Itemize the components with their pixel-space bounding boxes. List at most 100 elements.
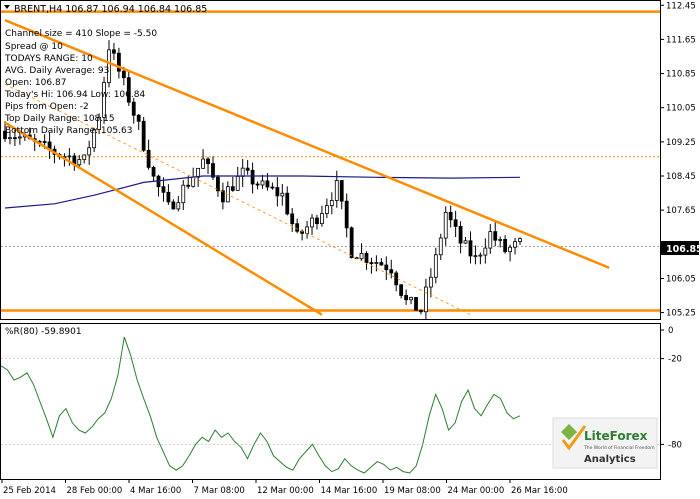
candle-body <box>107 49 111 83</box>
candle-body <box>196 167 201 178</box>
candle-body <box>17 136 22 139</box>
candle-body <box>349 227 354 259</box>
info-line: Top Daily Range: 108.15 <box>4 114 115 124</box>
candle-body <box>191 176 196 187</box>
candle-body <box>216 176 220 192</box>
candle-body <box>8 137 12 140</box>
candle-body <box>369 262 374 264</box>
price-tick-label: 111.65 <box>666 35 696 45</box>
candle-body <box>285 192 290 215</box>
candle-body <box>399 284 404 296</box>
candle-body <box>424 286 428 313</box>
price-tick-label: 108.45 <box>666 172 696 182</box>
logo-mark-icon <box>561 424 577 440</box>
price-tick-label: 112.45 <box>666 1 696 11</box>
candle-body <box>186 184 191 187</box>
candle-body <box>112 49 116 54</box>
price-tick-label: 106.05 <box>666 274 696 284</box>
price-panel-frame <box>0 0 661 320</box>
logo-sub: Analytics <box>584 454 636 465</box>
logo-brand: LiteForex <box>584 429 648 443</box>
logo-check-icon <box>561 425 587 451</box>
candle-body <box>220 190 225 203</box>
candle-body <box>409 296 413 301</box>
candle-body <box>211 163 215 178</box>
candle-body <box>468 240 473 257</box>
channel-lower-line <box>4 121 323 316</box>
candle-body <box>379 262 384 266</box>
candle-body <box>136 114 141 122</box>
candle-body <box>339 180 344 202</box>
info-line: AVG. Daily Average: 93 <box>5 66 109 76</box>
info-line: Open: 106.87 <box>5 78 66 88</box>
candle-body <box>443 211 448 239</box>
candle-body <box>97 116 101 130</box>
candle-body <box>384 264 389 271</box>
time-tick-label: 19 Mar 08:00 <box>384 486 441 496</box>
price-axis: 112.45 111.65 110.85 110.05 109.25 108.45 107.… <box>660 1 696 319</box>
candle-body <box>102 82 106 118</box>
candle-body <box>87 147 92 156</box>
candle-body <box>275 187 280 197</box>
candle-body <box>250 169 255 185</box>
info-block: Channel size = 410 Slope = -5.50 Spread … <box>4 29 157 136</box>
info-line: Channel size = 410 Slope = -5.50 <box>5 29 157 39</box>
candle-body <box>438 237 443 256</box>
candle-body <box>201 158 205 169</box>
candle-body <box>310 217 314 228</box>
info-line: Bottom Daily Range: 105.63 <box>5 126 132 136</box>
symbol-header: BRENT,H4 106.87 106.94 106.84 106.85 <box>4 4 207 15</box>
candle-body <box>42 141 47 143</box>
candle-body <box>320 213 324 225</box>
candle-body <box>176 202 181 210</box>
time-tick-label: 7 Mar 08:00 <box>194 486 245 496</box>
candle-body <box>141 120 146 151</box>
candle-body <box>230 186 235 191</box>
info-line: Pips from Open: -2 <box>5 102 89 112</box>
wpr-tick-label: -80 <box>668 440 682 450</box>
logo-tagline: The World of Financial Freedom <box>583 445 655 451</box>
candle-body <box>315 217 319 225</box>
price-tick-label: 109.25 <box>666 138 696 148</box>
price-tick-label: 105.25 <box>666 309 696 319</box>
dropdown-triangle-icon[interactable] <box>4 5 10 9</box>
candle-body <box>503 239 508 253</box>
candle-body <box>280 192 285 197</box>
symbol-line: BRENT,H4 106.87 106.94 106.84 106.85 <box>14 4 207 15</box>
candle-body <box>245 167 250 171</box>
candle-body <box>131 101 136 116</box>
candle-body <box>240 167 245 177</box>
candle-body <box>166 191 171 203</box>
candle-body <box>126 77 131 103</box>
price-tick-label: 110.05 <box>666 104 696 114</box>
candle-body <box>433 254 438 278</box>
candle-body <box>458 226 463 244</box>
candle-body <box>518 238 522 243</box>
candle-body <box>448 211 453 221</box>
candle-body <box>92 129 97 149</box>
candle-body <box>374 262 379 264</box>
time-axis: 25 Feb 2014 28 Feb 00:00 4 Mar 16:00 7 Mar … <box>1 479 568 496</box>
time-tick-label: 25 Feb 2014 <box>3 486 56 496</box>
candle-body <box>295 223 300 232</box>
candle-body <box>161 186 166 193</box>
candle-body <box>394 272 399 286</box>
time-tick-label: 26 Mar 16:00 <box>511 486 568 496</box>
time-tick-label: 12 Mar 00:00 <box>257 486 314 496</box>
time-tick-label: 14 Mar 16:00 <box>321 486 378 496</box>
candle-body <box>463 240 468 244</box>
candle-body <box>67 155 72 158</box>
candle-body <box>77 159 82 166</box>
candle-body <box>428 276 433 288</box>
candle-body <box>478 254 483 257</box>
wpr-tick-label: 0 <box>668 326 673 336</box>
candle-body <box>116 52 121 72</box>
candle-body <box>513 241 517 248</box>
candle-body <box>334 180 339 201</box>
wpr-tick-label: -20 <box>668 355 682 365</box>
candle-body <box>121 70 126 79</box>
info-line: TODAYS RANGE: 10 <box>4 54 93 64</box>
current-price-label: 106.85 <box>666 244 700 255</box>
candle-body <box>508 246 512 253</box>
